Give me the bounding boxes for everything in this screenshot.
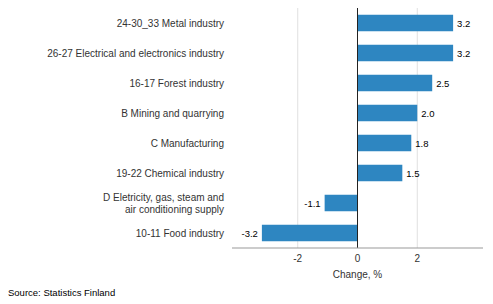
x-axis-ticks: -2 0 2 [293, 253, 420, 264]
data-labels: -3.2 -1.1 1.5 1.8 2.0 2.5 3.2 3.2 [242, 18, 471, 239]
bar [325, 195, 358, 212]
data-label: 3.2 [457, 48, 470, 59]
bar [358, 75, 433, 92]
bar [358, 135, 412, 152]
category-label: B Mining and quarrying [121, 108, 224, 119]
bar [358, 165, 403, 182]
bar [262, 225, 358, 242]
x-tick-label: 2 [414, 253, 420, 264]
grid [298, 8, 418, 248]
grid-line [417, 8, 418, 248]
x-tick-label: 0 [355, 253, 361, 264]
category-label: 19-22 Chemical industry [116, 168, 224, 179]
category-label: 24-30_33 Metal industry [117, 18, 224, 29]
data-label: 2.5 [436, 78, 449, 89]
data-label: 1.8 [415, 138, 428, 149]
x-axis-label: Change, % [333, 269, 383, 280]
category-label: C Manufacturing [151, 138, 224, 149]
grid-line [297, 8, 298, 248]
category-label: 10-11 Food industry [136, 228, 224, 239]
bar [358, 105, 418, 122]
category-label: D Eletricity, gas, steam andair conditio… [103, 192, 224, 215]
x-tick-label: -2 [293, 253, 302, 264]
bar [358, 45, 454, 62]
data-label: 1.5 [406, 168, 419, 179]
data-label: -3.2 [242, 228, 258, 239]
chart: 10-11 Food industry D Eletricity, gas, st… [0, 0, 493, 304]
x-axis-line [232, 248, 483, 249]
data-label: 2.0 [421, 108, 434, 119]
bar-baseline [357, 8, 358, 248]
category-label: 16-17 Forest industry [130, 78, 225, 89]
data-label: 3.2 [457, 18, 470, 29]
category-label: 26-27 Electrical and electronics industr… [47, 48, 224, 59]
data-label: -1.1 [304, 198, 320, 209]
y-axis-labels: 10-11 Food industry D Eletricity, gas, st… [47, 18, 224, 239]
source-note: Source: Statistics Finland [8, 287, 115, 298]
grid-line [357, 8, 358, 248]
bar [358, 15, 454, 32]
